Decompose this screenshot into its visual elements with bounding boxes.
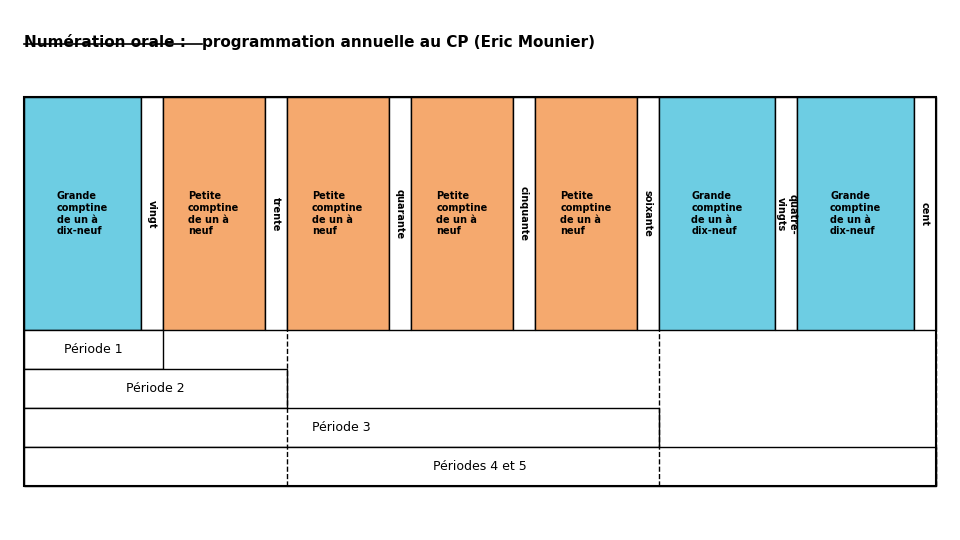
Text: Petite
comptine
de un à
neuf: Petite comptine de un à neuf bbox=[312, 192, 363, 236]
Text: Petite
comptine
de un à
neuf: Petite comptine de un à neuf bbox=[561, 192, 612, 236]
Text: cinquante: cinquante bbox=[518, 186, 529, 241]
Text: Période 2: Période 2 bbox=[126, 382, 184, 395]
Text: soixante: soixante bbox=[643, 191, 653, 237]
Text: quatre-
vingts: quatre- vingts bbox=[776, 193, 797, 234]
Text: vingt: vingt bbox=[147, 200, 156, 228]
Text: Période 1: Période 1 bbox=[64, 343, 123, 356]
Text: Grande
comptine
de un à
dix-neuf: Grande comptine de un à dix-neuf bbox=[57, 192, 108, 236]
Text: Grande
comptine
de un à
dix-neuf: Grande comptine de un à dix-neuf bbox=[691, 192, 743, 236]
Text: Numération orale :: Numération orale : bbox=[24, 35, 191, 50]
Text: Petite
comptine
de un à
neuf: Petite comptine de un à neuf bbox=[188, 192, 239, 236]
Text: quarante: quarante bbox=[395, 189, 405, 239]
Text: Grande
comptine
de un à
dix-neuf: Grande comptine de un à dix-neuf bbox=[830, 192, 881, 236]
Text: Petite
comptine
de un à
neuf: Petite comptine de un à neuf bbox=[436, 192, 488, 236]
Text: Période 3: Période 3 bbox=[312, 421, 371, 434]
Text: cent: cent bbox=[920, 202, 930, 226]
Text: trente: trente bbox=[271, 197, 280, 231]
Text: programmation annuelle au CP (Eric Mounier): programmation annuelle au CP (Eric Mouni… bbox=[202, 35, 594, 50]
Text: Périodes 4 et 5: Périodes 4 et 5 bbox=[433, 460, 527, 473]
